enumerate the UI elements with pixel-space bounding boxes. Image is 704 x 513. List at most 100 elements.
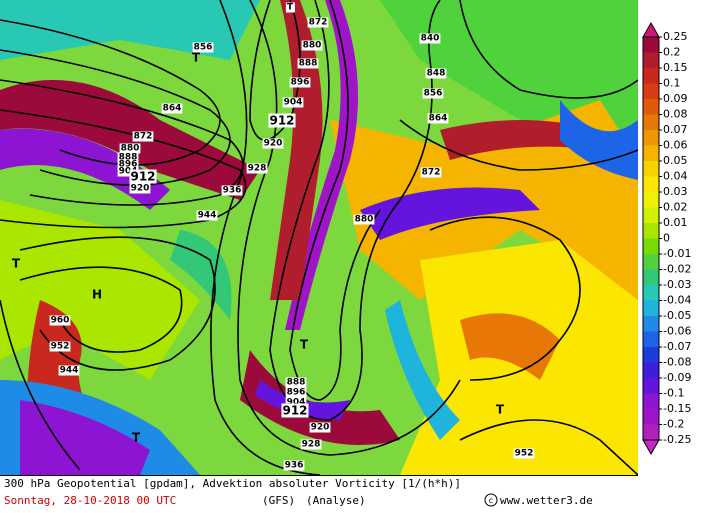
map-label-bg	[422, 88, 444, 99]
colorbar-tick-label: 0.04	[663, 170, 688, 183]
colorbar-band	[643, 269, 659, 285]
map-label: 960	[51, 316, 70, 326]
map-label: 856	[194, 43, 213, 53]
colorbar-tick-label: 0.08	[663, 108, 688, 121]
map-label-bg	[192, 42, 214, 53]
colorbar-band	[643, 114, 659, 130]
map-label-bg	[309, 422, 331, 433]
colorbar-tick-label: -0.05	[663, 309, 691, 322]
map-label: 864	[429, 114, 448, 124]
map-label: 944	[60, 366, 79, 376]
map-label-bg	[513, 448, 535, 459]
map-label-bg	[307, 17, 329, 28]
map-label-bg	[353, 214, 375, 225]
colorbar-tick-label: -0.15	[663, 402, 691, 415]
map-label: 912	[282, 404, 307, 418]
map-label: 880	[303, 41, 322, 51]
map-label-bg	[285, 377, 307, 388]
map-label: 920	[131, 184, 150, 194]
map-label: 936	[285, 461, 304, 471]
map-label: 896	[287, 388, 306, 398]
colorbar-tick-label: -0.06	[663, 325, 691, 338]
map-label: 880	[121, 144, 140, 154]
map-label-bg	[282, 97, 304, 108]
colorbar-band	[643, 37, 659, 53]
colorbar-tick-label: -0.01	[663, 247, 691, 260]
map-label: 880	[355, 215, 374, 225]
footer-date: Sonntag, 28-10-2018 00 UTC	[4, 494, 176, 507]
footer-run: (Analyse)	[306, 494, 366, 507]
map-label: 872	[422, 168, 441, 178]
map-label: T	[132, 431, 141, 445]
map-label: 912	[269, 114, 294, 128]
map-label: 944	[198, 211, 217, 221]
colorbar-band	[643, 52, 659, 68]
colorbar-tick-label: -0.03	[663, 278, 691, 291]
colorbar-band	[643, 362, 659, 378]
colorbar-band	[643, 83, 659, 99]
colorbar-tick-label: 0.02	[663, 201, 688, 214]
colorbar-band	[643, 161, 659, 177]
map-label: H	[92, 288, 102, 302]
colorbar-band	[643, 223, 659, 239]
map-label-bg	[285, 2, 295, 13]
colorbar-tick-label: 0.03	[663, 185, 688, 198]
colorbar-tick-label: 0.2	[663, 46, 681, 59]
colorbar-band	[643, 207, 659, 223]
colorbar-tick-label: 0.06	[663, 139, 688, 152]
colorbar-band	[643, 316, 659, 332]
map-label-bg	[285, 397, 307, 408]
map-label-bg	[129, 169, 157, 184]
map-label: 872	[309, 18, 328, 28]
map-label: 928	[248, 164, 267, 174]
colorbar-band	[643, 331, 659, 347]
map-label-bg	[49, 315, 71, 326]
map-label: 904	[284, 98, 303, 108]
map-label-bg	[285, 387, 307, 398]
map-label-bg	[283, 460, 305, 471]
colorbar-band	[643, 285, 659, 301]
footer-credit: www.wetter3.de	[500, 494, 593, 507]
colorbar-tick-label: -0.25	[663, 433, 691, 446]
colorbar-tick-label: 0.01	[663, 216, 688, 229]
colorbar-tick-label: 0	[663, 232, 670, 245]
map-label: 952	[515, 449, 534, 459]
map-label-bg	[300, 439, 322, 450]
colorbar-band	[643, 176, 659, 192]
colorbar-tick-label: -0.02	[663, 263, 691, 276]
copyright-icon	[484, 493, 498, 507]
map-label-bg	[419, 33, 441, 44]
map-label-bg	[196, 210, 218, 221]
colorbar-tick-label: -0.1	[663, 387, 684, 400]
map-label: 888	[287, 378, 306, 388]
map-label: 856	[424, 89, 443, 99]
map-label: T	[300, 338, 309, 352]
colorbar-band	[643, 130, 659, 146]
map-label: 848	[427, 69, 446, 79]
colorbar-band	[643, 300, 659, 316]
colorbar-tick-label: -0.08	[663, 356, 691, 369]
map-label-bg	[425, 68, 447, 79]
colorbar-arrow-bottom	[642, 439, 660, 456]
map-label-bg	[49, 341, 71, 352]
map-label: 872	[134, 132, 153, 142]
colorbar-tick-label: 0.09	[663, 92, 688, 105]
map-label-bg	[161, 103, 183, 114]
colorbar-band	[643, 409, 659, 425]
map-label: T	[192, 51, 201, 65]
map-label: 840	[421, 34, 440, 44]
map-label-bg	[420, 167, 442, 178]
colorbar-tick-label: 0.07	[663, 123, 688, 136]
map-label-bg	[117, 152, 139, 163]
map-label: 928	[302, 440, 321, 450]
geopotential-contours	[0, 0, 638, 475]
map-label-bg	[427, 113, 449, 124]
colorbar-band	[643, 254, 659, 270]
colorbar-band	[643, 192, 659, 208]
map-label: T	[496, 403, 505, 417]
map-label: 864	[163, 104, 182, 114]
colorbar-band	[643, 145, 659, 161]
map-label-bg	[289, 77, 311, 88]
